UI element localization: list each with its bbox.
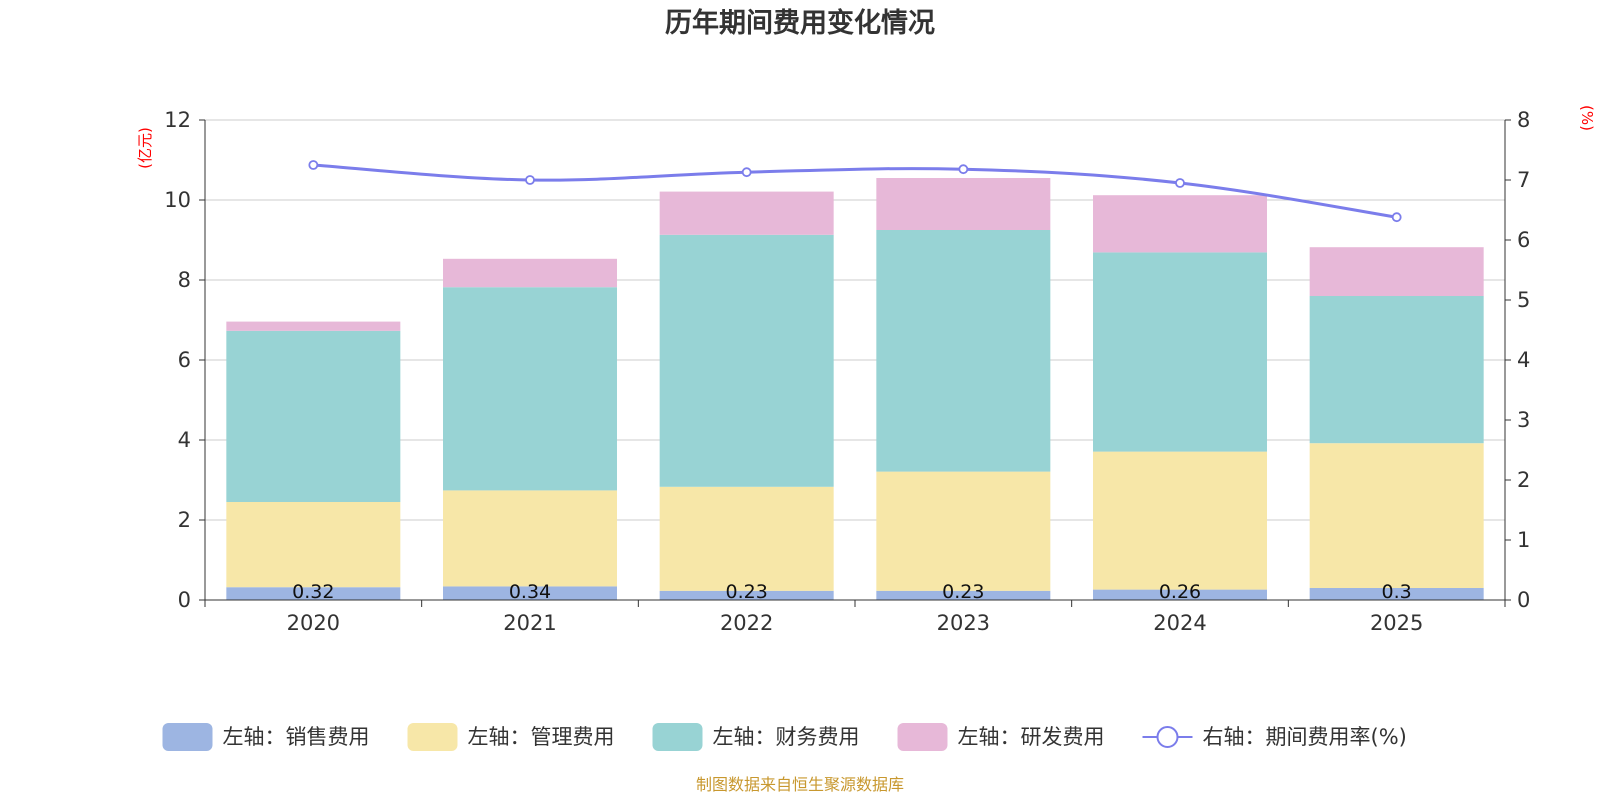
- bar-segment: [876, 178, 1051, 230]
- x-tick-label: 2022: [720, 611, 773, 635]
- legend-swatch: [652, 723, 703, 751]
- legend-label: 右轴：期间费用率(%): [1203, 725, 1407, 749]
- rate-point: [525, 175, 535, 185]
- bar-segment: [659, 234, 834, 487]
- bar-segment: [876, 590, 1051, 600]
- rate-point: [1391, 212, 1402, 223]
- data-label: 0.34: [509, 581, 551, 603]
- bar-segment: [1093, 589, 1267, 600]
- data-label: 0.23: [726, 581, 768, 603]
- chart-title: 历年期间费用变化情况: [665, 7, 935, 39]
- legend-swatch: [897, 723, 948, 751]
- right-tick-label: 8: [1517, 108, 1530, 132]
- bar-segment: [1093, 451, 1267, 590]
- bar-marks: [226, 178, 1484, 600]
- data-label: 0.23: [942, 581, 984, 603]
- gridlines: [205, 119, 1505, 521]
- left-tick-label: 6: [178, 348, 191, 372]
- legend-label: 左轴：研发费用: [958, 725, 1105, 749]
- bar-segment: [1093, 252, 1267, 452]
- legend-swatch: [407, 723, 458, 751]
- right-tick-label: 4: [1517, 348, 1530, 372]
- legend-label: 左轴：管理费用: [468, 725, 615, 749]
- right-tick-label: 5: [1517, 288, 1530, 312]
- legend-item[interactable]: 右轴：期间费用率(%): [1142, 725, 1407, 749]
- left-tick-label: 0: [178, 588, 191, 612]
- bar-segment: [443, 258, 617, 288]
- rate-point: [308, 160, 319, 170]
- left-tick-label: 2: [178, 508, 191, 532]
- legend: 左轴：销售费用 左轴：管理费用 左轴：财务费用 左轴：研发费用 右轴：期间费用率(%): [162, 723, 1407, 751]
- left-tick-label: 4: [178, 428, 191, 452]
- data-label: 0.26: [1159, 581, 1201, 603]
- bar-segment: [1309, 588, 1484, 600]
- bar-segment: [226, 330, 401, 502]
- bar-segment: [443, 287, 617, 491]
- rate-point: [958, 164, 969, 175]
- x-tick-label: 2020: [287, 611, 340, 635]
- left-axis-unit: (亿元): [136, 127, 154, 169]
- legend-item[interactable]: 左轴：研发费用: [897, 723, 1105, 751]
- legend-item[interactable]: 左轴：销售费用: [162, 723, 370, 751]
- bar-segment: [1093, 195, 1267, 253]
- left-tick-label: 12: [164, 108, 191, 132]
- legend-item[interactable]: 左轴：财务费用: [652, 723, 860, 751]
- legend-swatch: [162, 723, 213, 751]
- rate-point: [741, 167, 752, 178]
- rate-line: [308, 160, 1402, 223]
- bar-segment: [659, 486, 834, 591]
- legend-label: 左轴：销售费用: [223, 725, 370, 749]
- bar-segment: [443, 586, 617, 600]
- rate-point: [1175, 178, 1185, 188]
- data-label: 0.3: [1382, 581, 1412, 603]
- data-label: 0.32: [292, 581, 334, 603]
- right-tick-label: 2: [1517, 468, 1530, 492]
- legend-label: 左轴：财务费用: [713, 725, 860, 749]
- x-tick-label: 2023: [937, 611, 990, 635]
- bar-segment: [1309, 443, 1484, 588]
- bar-segment: [226, 587, 401, 600]
- x-tick-label: 2025: [1370, 611, 1423, 635]
- bar-segment: [876, 230, 1051, 472]
- bar-segment: [659, 590, 834, 600]
- right-tick-label: 1: [1517, 528, 1530, 552]
- legend-point-swatch: [1156, 726, 1179, 748]
- bar-segment: [876, 471, 1051, 591]
- left-tick-label: 8: [178, 268, 191, 292]
- left-tick-label: 10: [164, 188, 191, 212]
- bar-segment: [659, 191, 834, 235]
- right-tick-label: 6: [1517, 228, 1530, 252]
- rate-line-path: [313, 163, 1397, 219]
- right-tick-label: 3: [1517, 408, 1530, 432]
- right-axis-unit: (%): [1578, 105, 1596, 131]
- x-tick-label: 2024: [1153, 611, 1206, 635]
- bar-segment: [226, 321, 401, 331]
- bar-segment: [226, 502, 401, 588]
- right-tick-label: 0: [1517, 588, 1530, 612]
- bar-segment: [1309, 247, 1484, 296]
- right-tick-label: 7: [1517, 168, 1530, 192]
- data-labels: 0.32 0.34 0.23 0.23 0.26 0.3: [292, 581, 1412, 603]
- legend-item[interactable]: 左轴：管理费用: [407, 723, 615, 751]
- source-note: 制图数据来自恒生聚源数据库: [696, 775, 904, 794]
- bar-segment: [443, 490, 617, 587]
- x-tick-label: 2021: [503, 611, 556, 635]
- bar-segment: [1309, 296, 1484, 444]
